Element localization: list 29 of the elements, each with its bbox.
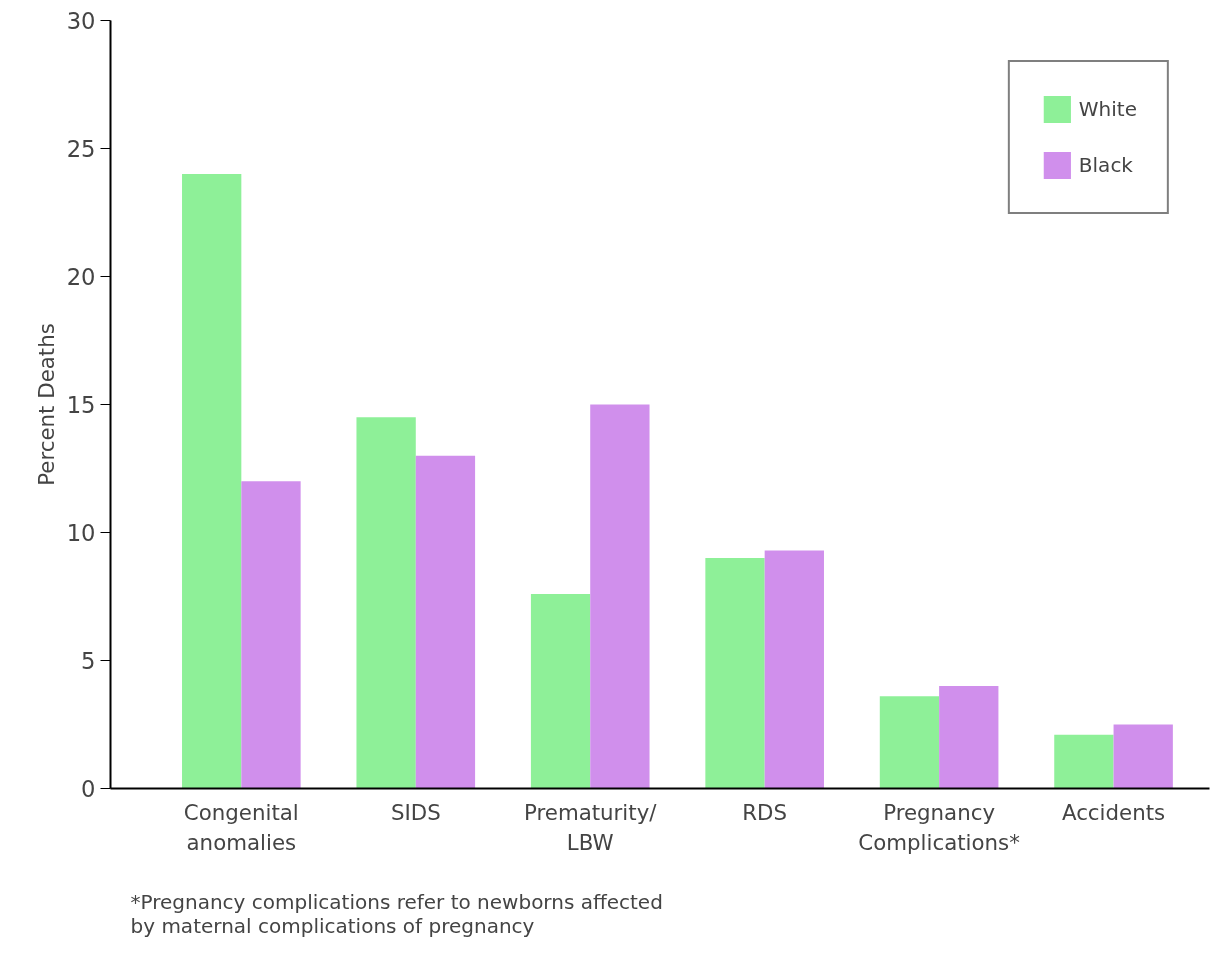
bar xyxy=(764,550,824,789)
legend-label: Black xyxy=(1078,153,1133,177)
bar xyxy=(241,481,301,789)
x-tick-label: Prematurity/ LBW xyxy=(523,799,658,855)
y-tick-label: 10 xyxy=(66,520,96,546)
y-axis-title: Percent Deaths xyxy=(33,323,59,486)
bar xyxy=(356,417,416,789)
x-tick-label: Pregnancy Complications* xyxy=(858,799,1021,855)
bar xyxy=(939,686,999,789)
bar xyxy=(182,174,242,789)
legend-label: White xyxy=(1078,97,1137,121)
y-tick-label: 20 xyxy=(66,264,96,290)
y-tick-label: 5 xyxy=(81,648,96,674)
bar xyxy=(1113,724,1173,789)
bar xyxy=(705,558,765,789)
y-tick-label: 30 xyxy=(66,8,96,34)
x-tick-label: Accidents xyxy=(1061,799,1166,825)
x-tick-label: SIDS xyxy=(390,799,441,825)
bar xyxy=(530,593,591,789)
bar xyxy=(415,455,476,789)
bar xyxy=(1054,734,1114,789)
bar xyxy=(879,696,940,789)
bar xyxy=(590,404,650,789)
x-tick-label: Congenital anomalies xyxy=(183,799,299,855)
y-tick-label: 0 xyxy=(81,776,96,802)
x-tick-label: RDS xyxy=(742,799,788,825)
y-tick-label: 25 xyxy=(66,136,96,162)
y-tick-label: 15 xyxy=(66,392,96,418)
text: *Pregnancy complications refer to newborns affected by maternal complications of pregnancy xyxy=(130,889,663,938)
